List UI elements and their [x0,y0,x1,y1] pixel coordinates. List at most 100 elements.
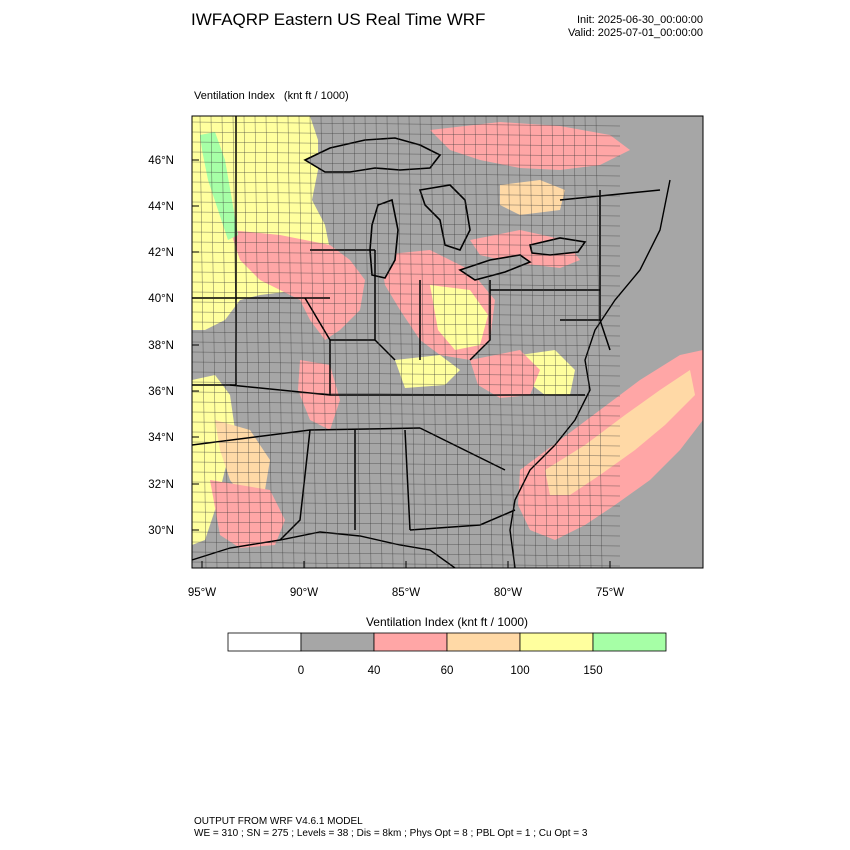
county-line [192,301,621,307]
county-line [192,531,621,537]
county-line [192,291,621,297]
county-line [192,451,621,457]
index-region-south-plains-yellow [192,375,235,545]
county-grid [192,116,621,568]
county-line [364,116,372,568]
county-line [496,116,504,568]
lake-erie [458,254,532,281]
county-line [192,371,621,377]
map-frame [191,115,704,569]
county-line [192,411,621,417]
colorbar: 0 40 60 100 150 [227,632,667,677]
colorbar-swatch [373,632,448,652]
county-line [192,541,621,547]
index-region-kentucky-yellow [395,355,460,388]
county-line [192,121,621,127]
model-info: OUTPUT FROM WRF V4.6.1 MODEL WE = 310 ; … [194,816,587,840]
county-line [192,271,621,277]
county-line [518,116,526,568]
county-line [408,116,416,568]
index-region-plains-pink [230,230,365,340]
county-line [192,401,621,407]
lat-tick-label: 32°N [148,479,174,491]
colorbar-tick-label: 60 [441,665,454,677]
county-line [331,116,339,568]
county-line [551,116,559,568]
lake-michigan [369,198,399,279]
county-line [192,431,621,437]
lon-tick-label: 90°W [290,587,318,599]
county-line [441,116,449,568]
atlantic-coastline [509,179,671,568]
colorbar-swatch [519,632,594,652]
lon-tick-label: 75°W [596,587,624,599]
county-line [573,116,581,568]
county-line [221,116,229,568]
county-line [529,116,537,568]
county-line [192,191,621,197]
county-line [192,391,621,397]
county-line [386,116,394,568]
county-line [192,471,621,477]
county-line [430,116,438,568]
county-line [192,511,621,517]
county-line [474,116,482,568]
county-line [397,116,405,568]
lat-tick-label: 38°N [148,340,174,352]
colorbar-swatch [300,632,375,652]
gulf-coastline [192,531,456,568]
county-line [192,251,621,257]
county-line [192,381,621,387]
county-line [342,116,350,568]
colorbar-swatch [592,632,667,652]
colorbar-title: Ventilation Index (knt ft / 1000) [365,615,529,629]
county-line [192,261,621,267]
county-line [192,221,621,227]
county-line [507,116,515,568]
county-line [192,461,621,467]
county-line [298,116,306,568]
county-line [192,421,621,427]
map-area [192,116,703,568]
lon-tick-label: 95°W [188,587,216,599]
lat-tick-label: 42°N [148,247,174,259]
colorbar-tick-label: 0 [298,665,304,677]
county-line [192,331,621,337]
lon-tick-label: 80°W [494,587,522,599]
county-line [320,116,328,568]
colorbar-tick-label: 40 [368,665,381,677]
model-info-line-2: WE = 310 ; SN = 275 ; Levels = 38 ; Dis … [194,828,588,839]
lat-tick-label: 34°N [148,432,174,444]
latitude-ticks: 46°N 44°N 42°N 40°N 38°N 36°N 34°N 32°N 30°N [148,155,199,537]
index-region-green [200,132,238,240]
county-line [192,481,621,487]
index-region-ontario-pink [430,122,630,170]
field-label: Ventilation Index (knt ft / 1000) [194,90,349,102]
longitude-ticks: 95°W 90°W 85°W 80°W 75°W [188,561,624,599]
county-line [192,361,621,367]
county-line [287,116,295,568]
county-line [192,151,621,157]
county-line [595,116,603,568]
county-line [419,116,427,568]
field-units: (knt ft / 1000) [283,90,349,102]
county-line [375,116,383,568]
colorbar-tick-label: 150 [583,665,602,677]
init-valid-times: Init: 2025-06-30_00:00:00 Valid: 2025-07… [568,14,703,40]
lat-tick-label: 44°N [148,201,174,213]
county-line [485,116,493,568]
county-line [192,181,621,187]
county-line [192,201,621,207]
valid-time: Valid: 2025-07-01_00:00:00 [568,27,703,39]
field-name: Ventilation Index [194,90,275,102]
county-line [192,551,621,557]
index-region-ontario-orange [500,180,565,215]
county-line [192,311,621,317]
county-line [452,116,460,568]
county-line [192,321,621,327]
county-line [192,211,621,217]
county-line [192,521,621,527]
county-line [192,131,621,137]
lake-ontario [529,237,587,256]
